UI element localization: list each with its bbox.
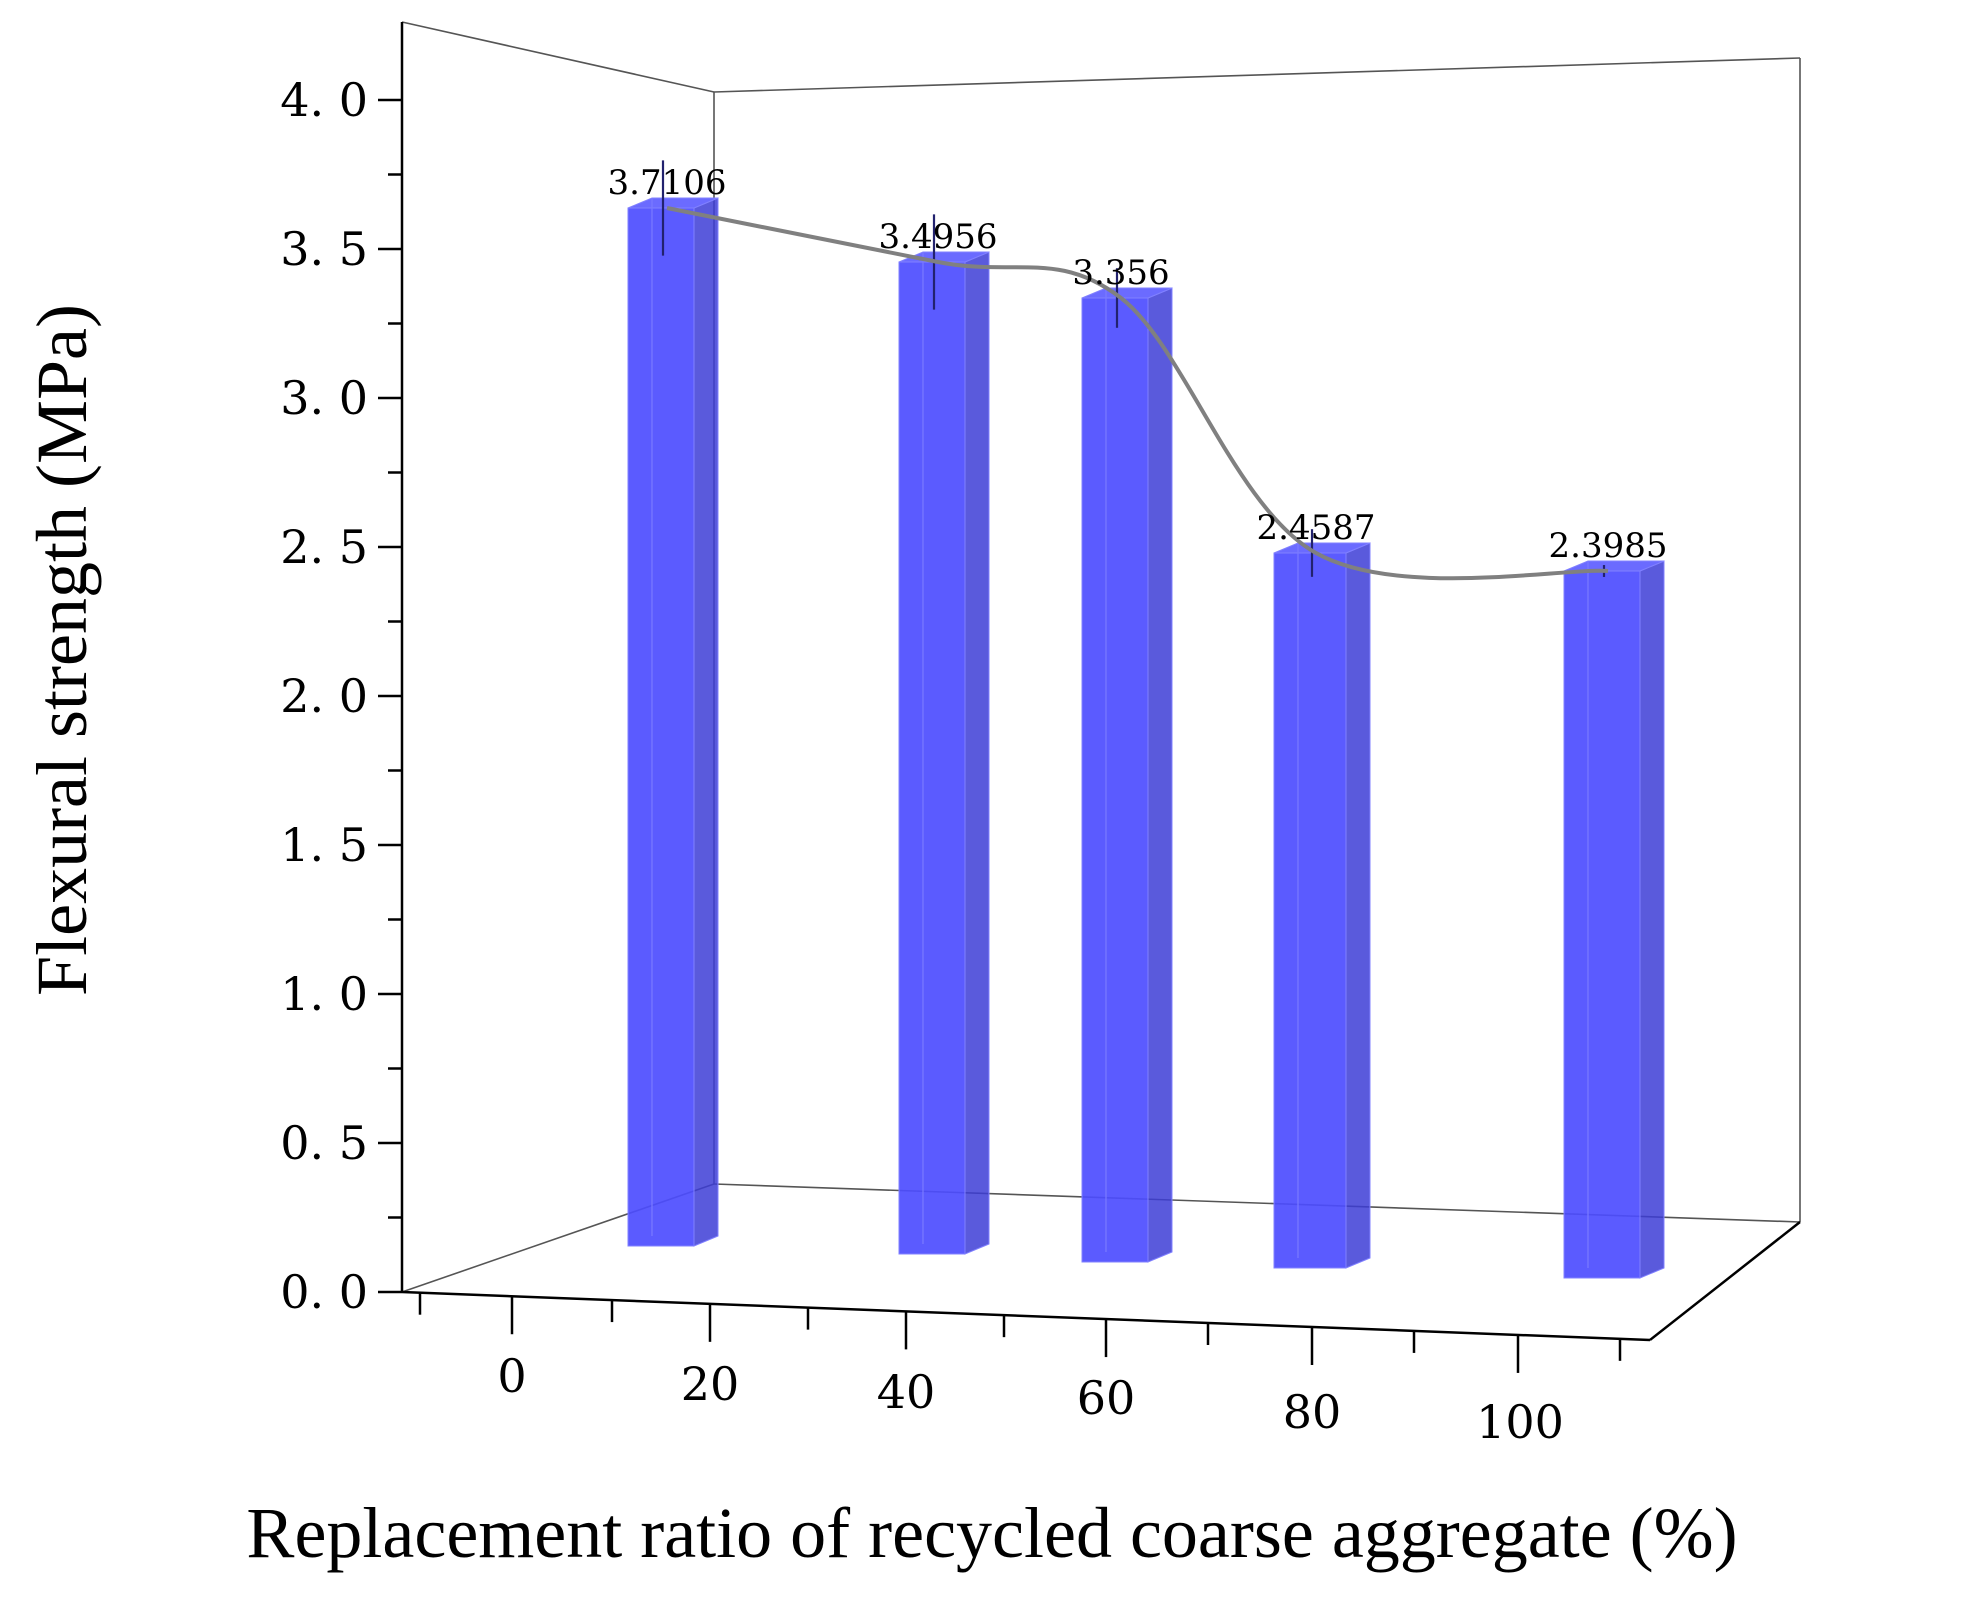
y-tick-label: 2. 0 [280, 669, 368, 723]
y-tick-label: 3. 0 [280, 371, 368, 425]
y-tick-label: 4. 0 [280, 73, 368, 127]
trend-line-group [666, 206, 1609, 581]
data-label: 2.3985 [1549, 526, 1668, 566]
y-tick-label: 2. 5 [280, 520, 368, 574]
y-tick-label: 1. 5 [280, 818, 368, 872]
bar [1273, 552, 1347, 1269]
x-tick-label: 20 [681, 1357, 740, 1411]
bar-side-face [1147, 287, 1173, 1263]
x-tick-label: 100 [1476, 1395, 1564, 1449]
bar [1081, 297, 1149, 1263]
bar [627, 207, 695, 1247]
bar-side-face [1639, 560, 1665, 1279]
data-labels: 3.7106 3.4956 3.356 2.4587 2.3985 [608, 163, 1668, 566]
trend-line [666, 206, 1609, 581]
bar-side-face [1345, 542, 1371, 1269]
y-axis-title: Flexural strength (MPa) [22, 304, 102, 996]
back-top-edge [713, 57, 1801, 93]
data-label: 3.356 [1072, 253, 1169, 293]
x-tick-label: 60 [1077, 1371, 1136, 1425]
x-tick-label: 80 [1283, 1385, 1342, 1439]
right-bottom-edge [1649, 1221, 1801, 1341]
left-top-edge [401, 21, 715, 93]
data-label: 3.4956 [879, 217, 998, 257]
y-tick-label: 0. 5 [280, 1116, 368, 1170]
bar [898, 261, 966, 1255]
bar-side-face [693, 197, 719, 1247]
y-tick-label: 0. 0 [280, 1265, 368, 1319]
front-bottom-edge [401, 1290, 1651, 1342]
axes: 0. 0 0. 5 1. 0 1. 5 2. 0 2. 5 3. 0 3. 5 4. 0 0 20 4… [280, 22, 1801, 1449]
bar-side-face [964, 251, 990, 1255]
x-tick-label: 40 [877, 1365, 936, 1419]
y-tick-label: 1. 0 [280, 967, 368, 1021]
x-tick-label: 0 [497, 1349, 526, 1403]
data-label: 2.4587 [1257, 508, 1376, 548]
x-axis-title: Replacement ratio of recycled coarse agg… [246, 1493, 1737, 1573]
bars [627, 160, 1665, 1279]
bar [1563, 570, 1641, 1279]
data-label: 3.7106 [608, 163, 727, 203]
y-tick-label: 3. 5 [280, 222, 368, 276]
